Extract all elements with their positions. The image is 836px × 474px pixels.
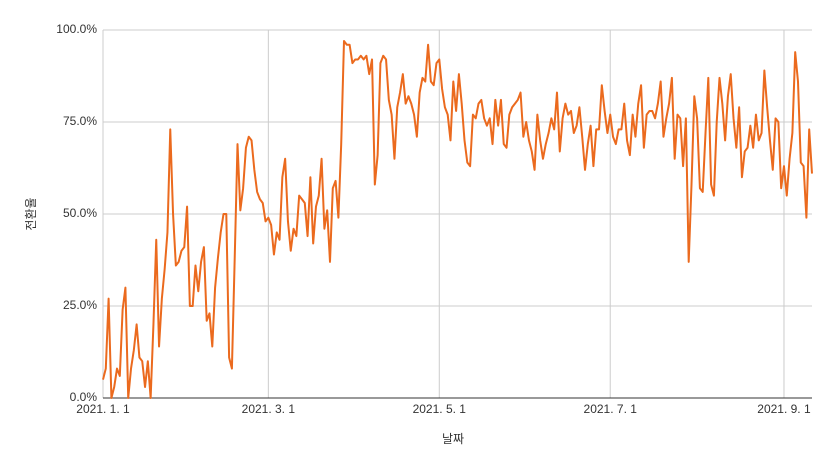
x-tick-label: 2021. 9. 1 — [757, 402, 811, 416]
y-tick-label: 50.0% — [63, 206, 97, 220]
y-tick-label: 100.0% — [56, 22, 97, 36]
x-tick-label: 2021. 3. 1 — [242, 402, 296, 416]
y-axis-title: 전환율 — [24, 197, 38, 230]
x-tick-label: 2021. 1. 1 — [76, 402, 130, 416]
y-tick-label: 25.0% — [63, 298, 97, 312]
y-tick-label: 75.0% — [63, 114, 97, 128]
x-axis-title: 날짜 — [442, 432, 464, 446]
y-tick-label: 0.0% — [70, 390, 98, 404]
x-tick-label: 2021. 5. 1 — [413, 402, 467, 416]
x-tick-label: 2021. 7. 1 — [584, 402, 638, 416]
line-series — [102, 40, 813, 399]
